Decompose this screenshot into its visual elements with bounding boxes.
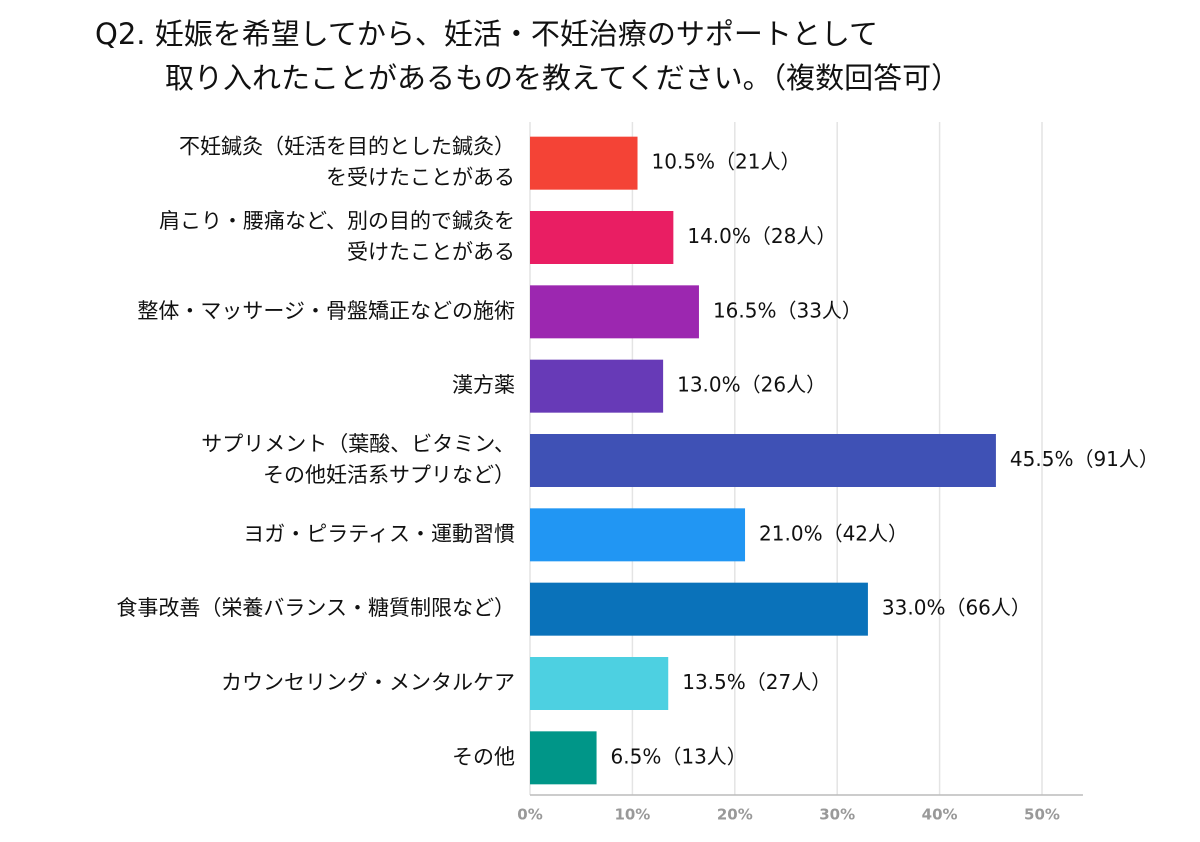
bar bbox=[530, 285, 699, 339]
bar bbox=[530, 582, 868, 636]
value-label: 33.0%（66人） bbox=[882, 596, 1031, 620]
value-label: 13.0%（26人） bbox=[677, 373, 826, 397]
bar bbox=[530, 211, 674, 264]
y-tick-label: 不妊鍼灸（妊活を目的とした鍼灸） bbox=[179, 135, 515, 159]
y-tick-label: ヨガ・ピラティス・運動習慣 bbox=[243, 522, 515, 546]
value-label: 14.0%（28人） bbox=[687, 224, 836, 248]
value-label: 13.5%（27人） bbox=[682, 670, 831, 694]
value-label: 16.5%（33人） bbox=[713, 298, 862, 322]
bar bbox=[530, 731, 597, 785]
y-tick-label: 受けたことがある bbox=[347, 240, 515, 264]
y-tick-label: 食事改善（栄養バランス・糖質制限など） bbox=[116, 596, 515, 620]
bar bbox=[530, 136, 638, 190]
bar bbox=[530, 434, 996, 487]
y-tick-label: 肩こり・腰痛など、別の目的で鍼灸を bbox=[159, 209, 515, 233]
y-tick-label: 漢方薬 bbox=[452, 373, 515, 397]
bar bbox=[530, 657, 669, 710]
x-tick-label: 20% bbox=[717, 806, 753, 824]
y-tick-label: サプリメント（葉酸、ビタミン、 bbox=[201, 432, 515, 456]
y-tick-label: を受けたことがある bbox=[326, 166, 515, 190]
chart-title: 取り入れたことがあるものを教えてください。（複数回答可） bbox=[165, 61, 960, 95]
value-label: 10.5%（21人） bbox=[652, 150, 801, 174]
x-tick-label: 40% bbox=[922, 806, 958, 824]
value-label: 6.5%（13人） bbox=[611, 744, 747, 768]
y-tick-label: 整体・マッサージ・骨盤矯正などの施術 bbox=[137, 299, 515, 323]
y-tick-label: その他 bbox=[452, 745, 515, 769]
chart-title: Q2. 妊娠を希望してから、妊活・不妊治療のサポートとして bbox=[95, 17, 878, 51]
y-tick-label: カウンセリング・メンタルケア bbox=[221, 671, 515, 695]
bar bbox=[530, 359, 664, 413]
value-label: 21.0%（42人） bbox=[759, 521, 908, 545]
x-tick-label: 30% bbox=[819, 806, 855, 824]
bar bbox=[530, 508, 746, 562]
value-label: 45.5%（91人） bbox=[1010, 447, 1159, 471]
x-tick-label: 10% bbox=[614, 806, 650, 824]
x-tick-label: 0% bbox=[517, 806, 542, 824]
y-tick-label: その他妊活系サプリなど） bbox=[263, 463, 515, 487]
x-tick-label: 50% bbox=[1024, 806, 1060, 824]
